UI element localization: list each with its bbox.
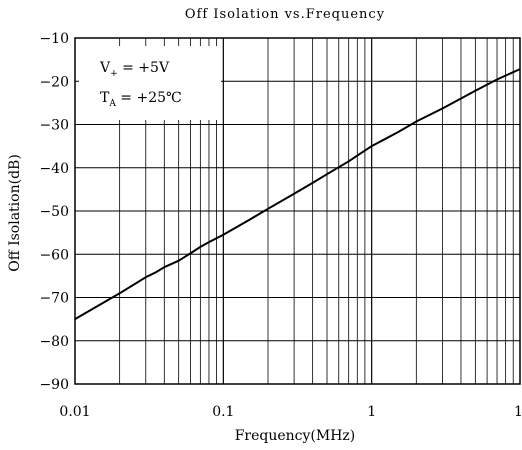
- series-layer: [74, 68, 521, 320]
- y-tick-labels: −10 −20 −30 −40 −50 −60 −70 −80 −90: [39, 31, 69, 393]
- series-line: [74, 68, 521, 320]
- x-tick-label: 0.01: [59, 404, 90, 420]
- y-tick-label: −50: [39, 204, 69, 220]
- y-tick-label: −70: [39, 291, 69, 307]
- legend-box: V+ = +5V TA = +25℃: [79, 46, 221, 120]
- y-tick-label: −30: [39, 118, 69, 134]
- x-tick-label: 0.1: [212, 404, 234, 420]
- x-axis-label: Frequency(MHz): [235, 428, 356, 444]
- y-tick-label: −90: [39, 377, 69, 393]
- x-tick-label: 10: [514, 404, 522, 420]
- y-axis-label: Off Isolation(dB): [7, 154, 23, 272]
- legend-line-2-main: T: [100, 90, 110, 106]
- legend-line-2: TA = +25℃: [100, 90, 182, 109]
- y-tick-label: −10: [39, 31, 69, 47]
- legend-line-1: V+ = +5V: [99, 60, 170, 79]
- legend-line-2-sub: A: [108, 99, 116, 109]
- legend-line-1-rest: = +5V: [118, 60, 170, 76]
- legend-line-1-main: V: [99, 60, 111, 76]
- y-tick-label: −40: [39, 161, 69, 177]
- x-tick-label: 1: [367, 404, 376, 420]
- y-tick-label: −20: [39, 74, 69, 90]
- x-tick-labels: 0.01 0.1 1 10: [59, 404, 522, 420]
- plot-frame: [74, 37, 521, 385]
- legend-line-2-rest: = +25℃: [116, 90, 182, 106]
- y-tick-label: −80: [39, 334, 69, 350]
- y-tick-label: −60: [39, 247, 69, 263]
- chart-title: Off Isolation vs.Frequency: [185, 7, 385, 22]
- legend-background: [79, 46, 221, 120]
- legend-line-1-sub: +: [110, 69, 118, 79]
